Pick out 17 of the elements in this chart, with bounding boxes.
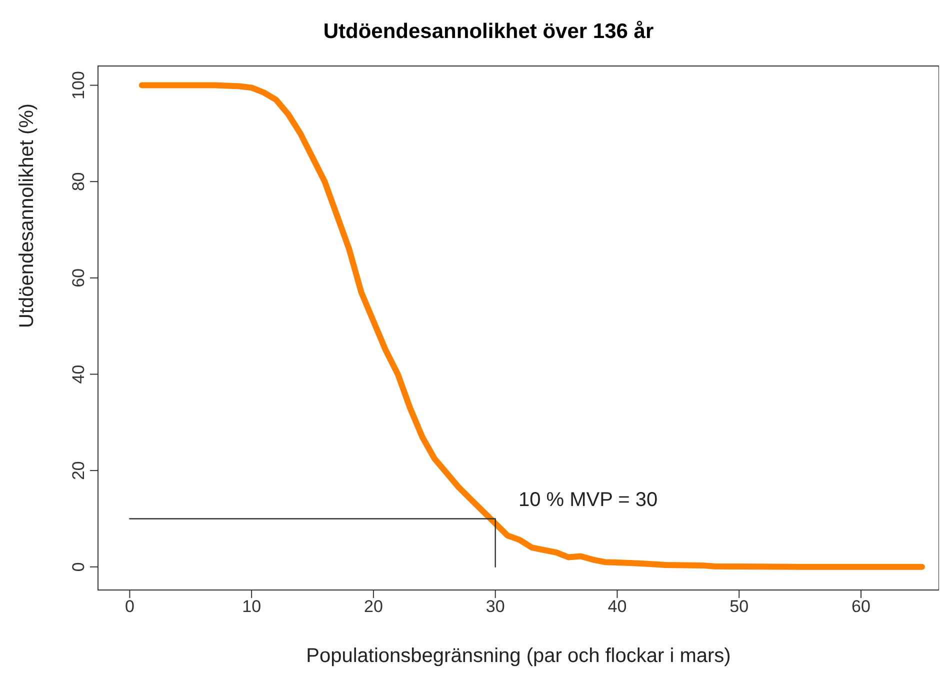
x-tick-label: 50: [730, 597, 749, 616]
x-tick-label: 30: [486, 597, 505, 616]
y-tick-label: 80: [69, 172, 88, 192]
x-tick-label: 20: [364, 597, 383, 616]
y-axis-title: Utdöendesannolikhet (%): [16, 103, 38, 328]
y-tick-label: 60: [69, 268, 88, 288]
x-tick-label: 40: [608, 597, 627, 616]
y-tick-label: 0: [69, 562, 88, 572]
annotation: 10 % MVP = 30: [518, 489, 658, 512]
x-axis-title: Populationsbegränsning (par och flockar i mars): [306, 645, 731, 667]
chart-title: Utdöendesannolikhet över 136 år: [322, 20, 655, 44]
x-tick-label: 10: [242, 597, 262, 616]
y-tick-label: 20: [69, 461, 88, 480]
y-tick-label: 100: [69, 71, 88, 100]
y-tick-label: 40: [69, 364, 88, 384]
x-tick-label: 0: [124, 597, 134, 616]
x-tick-label: 60: [852, 597, 870, 616]
